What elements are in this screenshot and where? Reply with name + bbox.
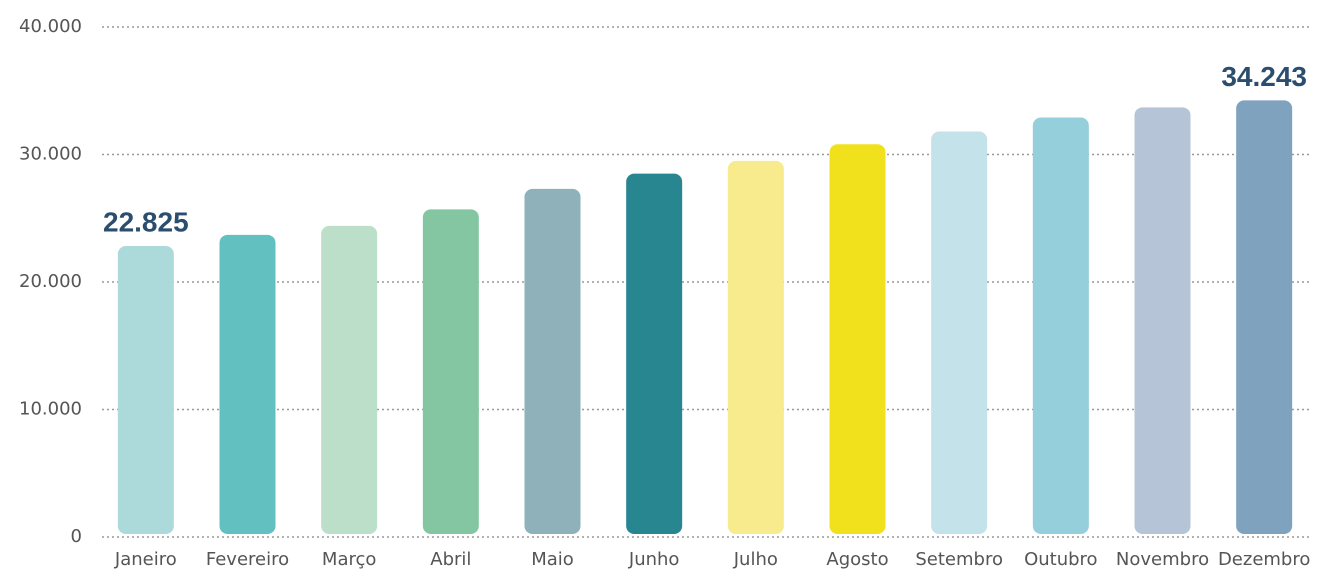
bar (1134, 107, 1191, 534)
x-tick-label: Abril (430, 549, 471, 570)
value-label: 22.825 (103, 206, 189, 237)
x-tick-label: Outubro (1024, 549, 1098, 570)
bar (117, 245, 174, 534)
y-tick-label: 20.000 (19, 271, 82, 292)
x-tick-label: Julho (733, 549, 778, 570)
x-tick-label: Dezembro (1218, 549, 1310, 570)
x-tick-label: Janeiro (114, 549, 177, 570)
x-tick-label: Setembro (915, 549, 1003, 570)
bar (524, 188, 581, 535)
bar (1236, 100, 1293, 535)
bar (931, 131, 988, 535)
bar (626, 173, 683, 534)
y-tick-label: 0 (71, 526, 82, 547)
bar (219, 234, 276, 534)
x-tick-label: Março (322, 549, 376, 570)
x-tick-label: Maio (531, 549, 574, 570)
x-tick-label: Fevereiro (206, 549, 289, 570)
bar (321, 225, 378, 534)
x-tick-label: Novembro (1116, 549, 1209, 570)
bar (422, 209, 479, 534)
bar (1032, 117, 1089, 535)
x-tick-label: Agosto (826, 549, 888, 570)
bar (829, 144, 886, 535)
y-tick-label: 10.000 (19, 399, 82, 420)
y-tick-label: 40.000 (19, 16, 82, 37)
value-label: 34.243 (1221, 61, 1307, 92)
x-tick-label: Junho (628, 549, 680, 570)
y-tick-label: 30.000 (19, 144, 82, 165)
bar (727, 160, 784, 534)
